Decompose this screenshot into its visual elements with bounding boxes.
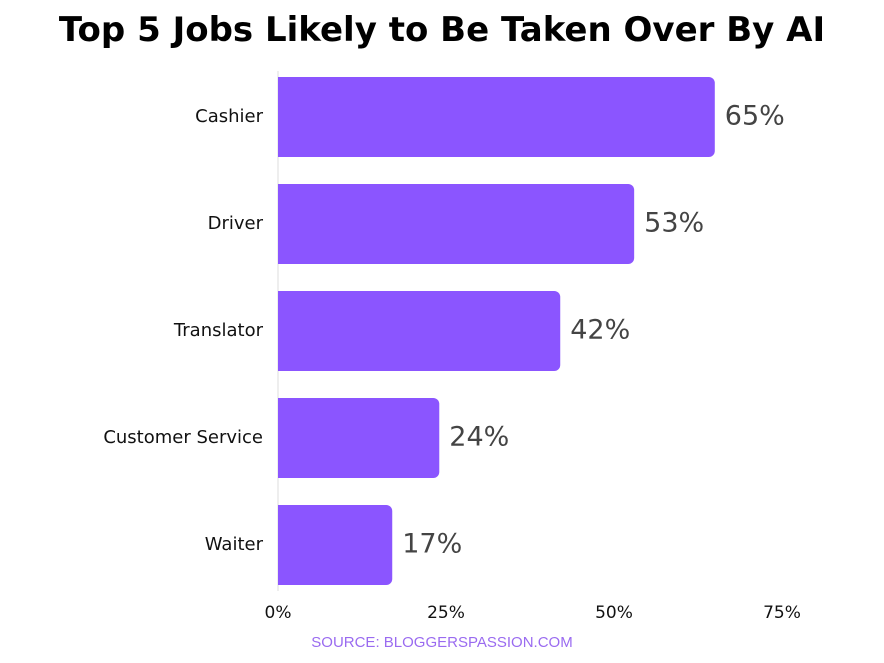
category-label: Translator	[173, 320, 264, 341]
value-label: 42%	[570, 315, 630, 346]
category-label: Customer Service	[103, 427, 263, 448]
category-label: Driver	[208, 213, 264, 234]
bar-customer-service	[278, 398, 440, 478]
x-tick-label: 0%	[265, 603, 292, 623]
bar-left-edge	[278, 291, 286, 371]
bar-cashier	[278, 77, 715, 157]
value-label: 53%	[644, 208, 704, 239]
value-label: 17%	[402, 529, 462, 560]
x-tick-label: 25%	[427, 603, 465, 623]
value-label: 24%	[449, 422, 509, 453]
bar-left-edge	[278, 505, 286, 585]
bar-waiter	[278, 505, 393, 585]
bar-driver	[278, 184, 635, 264]
source-note: SOURCE: BLOGGERSPASSION.COM	[311, 634, 573, 651]
category-label: Waiter	[205, 534, 264, 555]
x-tick-label: 50%	[595, 603, 633, 623]
x-tick-label: 75%	[763, 603, 801, 623]
bar-left-edge	[278, 184, 286, 264]
chart-title: Top 5 Jobs Likely to Be Taken Over By AI	[58, 10, 826, 50]
value-label: 65%	[725, 101, 785, 132]
bar-left-edge	[278, 77, 286, 157]
bar-left-edge	[278, 398, 286, 478]
bar-translator	[278, 291, 561, 371]
category-label: Cashier	[195, 106, 263, 127]
